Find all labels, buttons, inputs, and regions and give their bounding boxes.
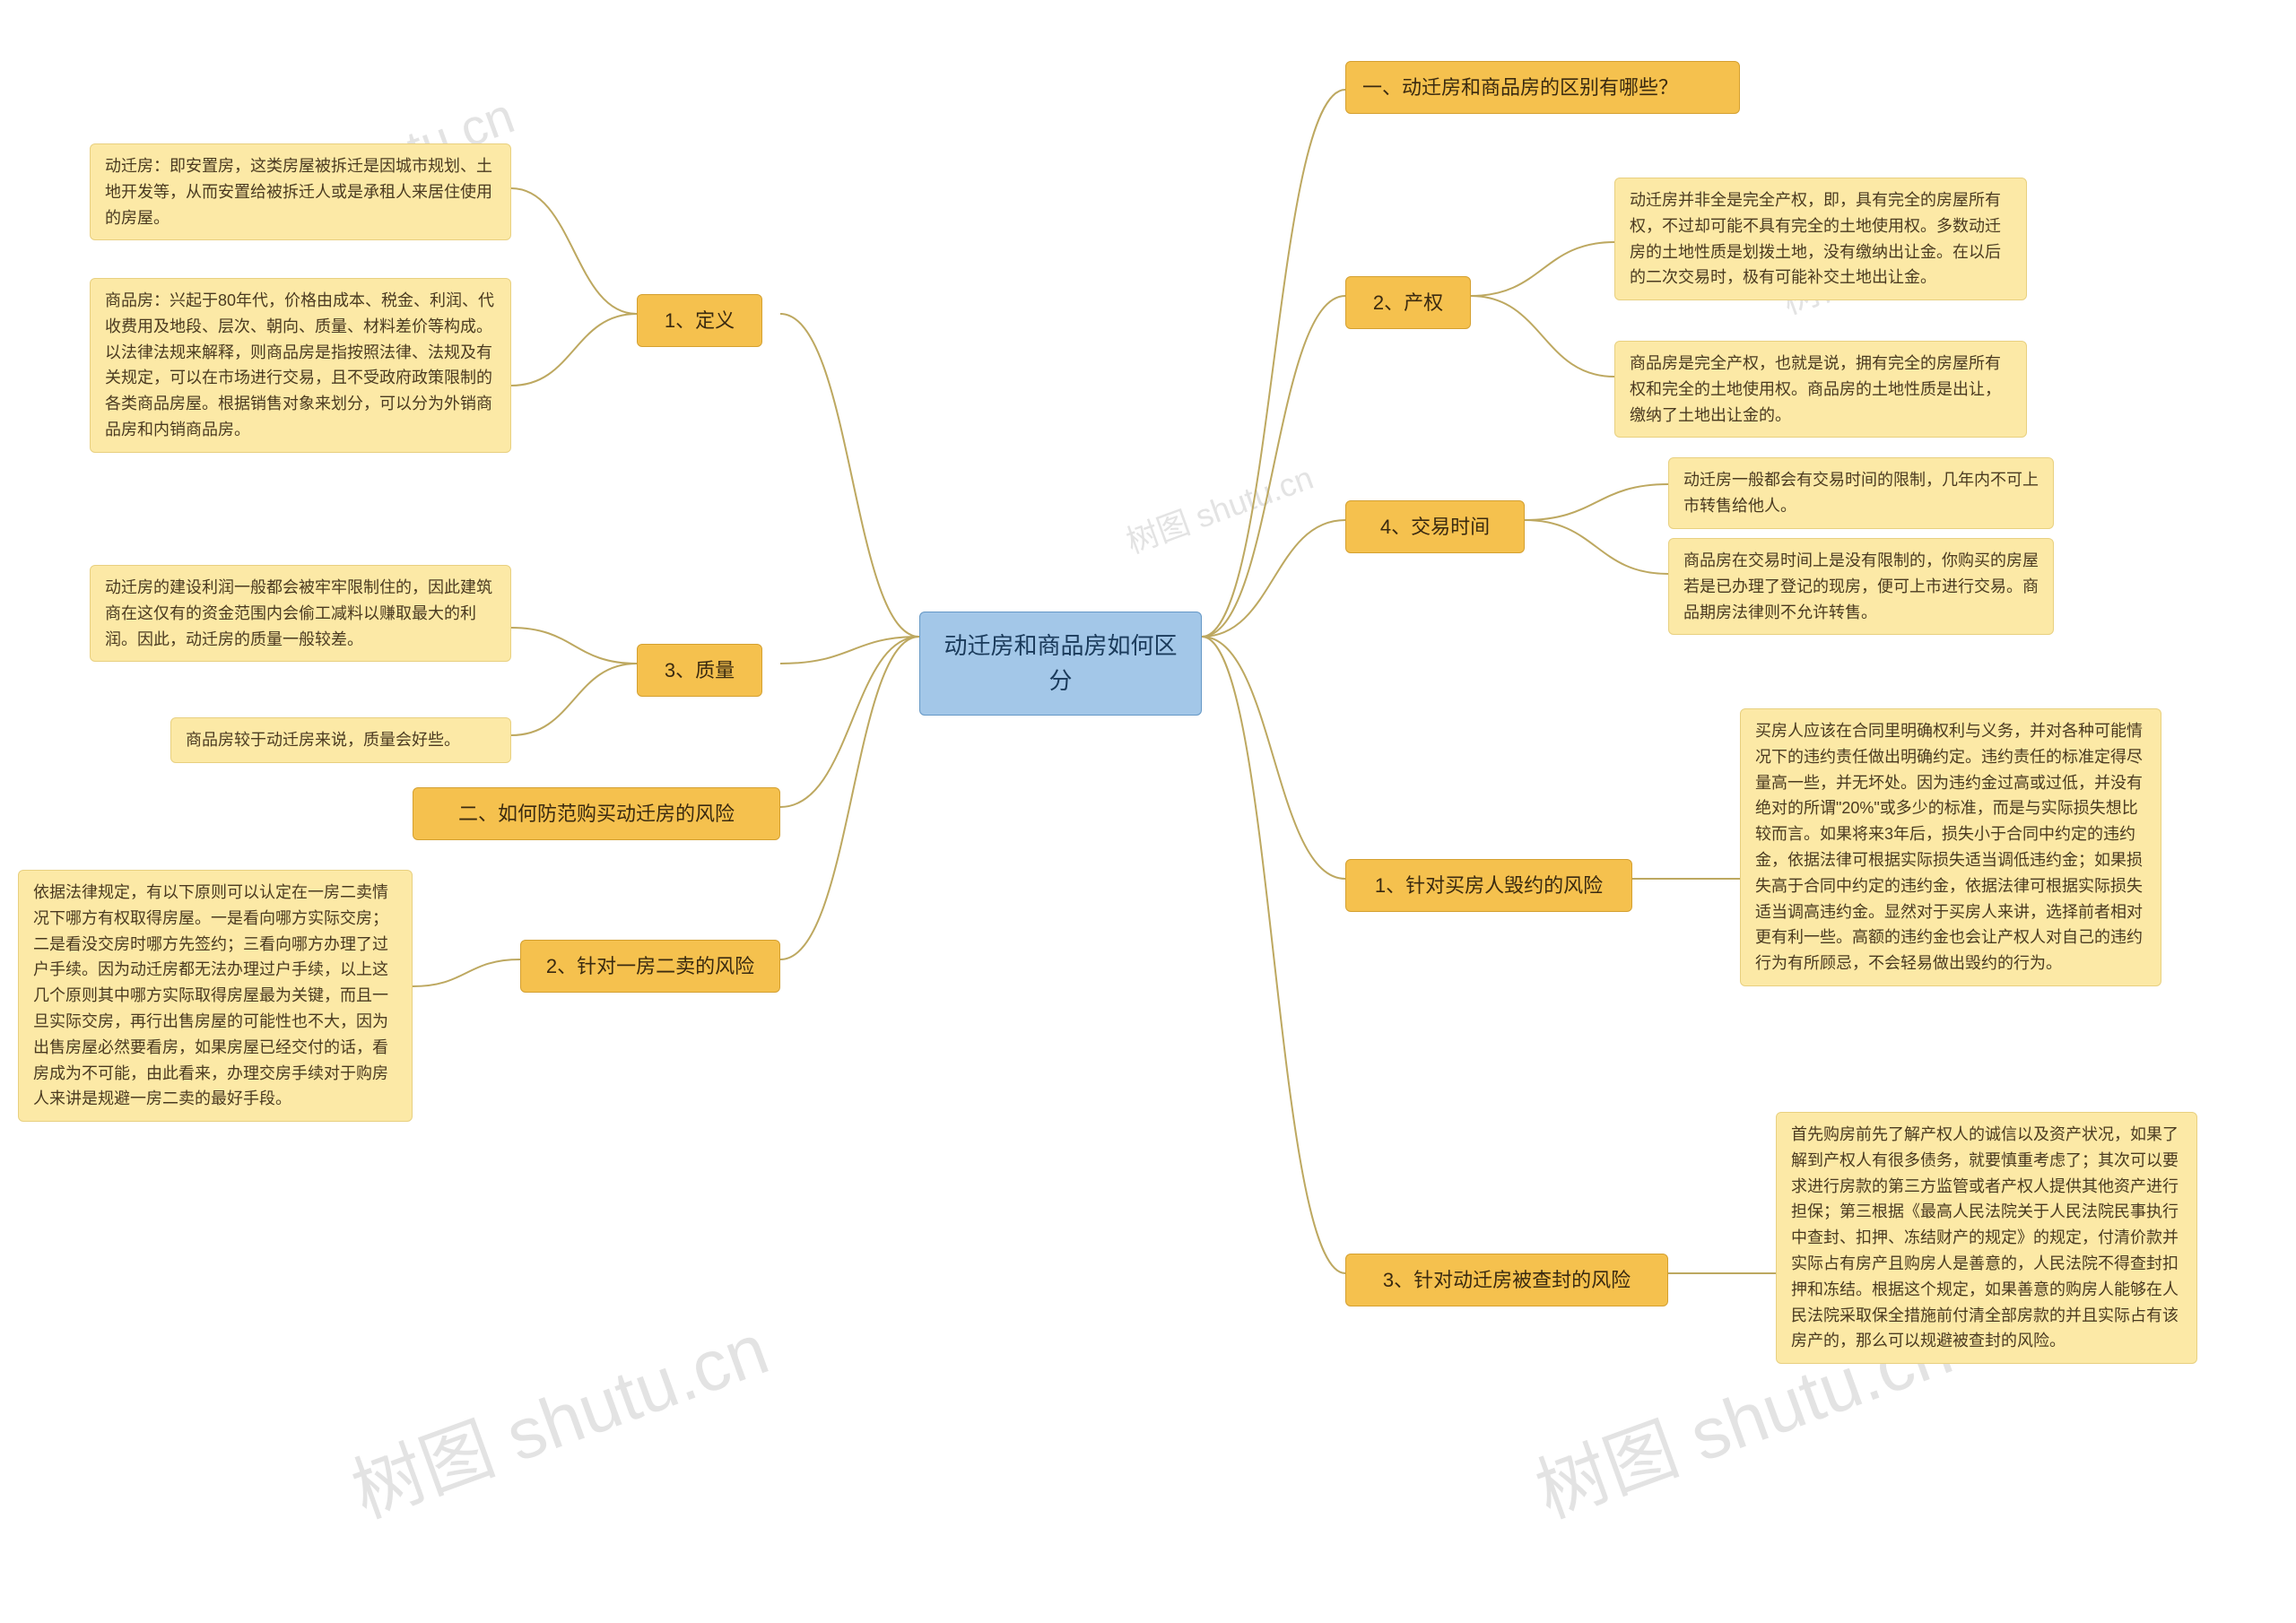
leaf-trade-2: 商品房在交易时间上是没有限制的，你购买的房屋若是已办理了登记的现房，便可上市进行…	[1668, 538, 2054, 635]
leaf-double-sale: 依据法律规定，有以下原则可以认定在一房二卖情况下哪方有权取得房屋。一是看向哪方实…	[18, 870, 413, 1122]
watermark: 树图 shutu.cn	[1119, 452, 1319, 562]
leaf-property-1: 动迁房并非全是完全产权，即，具有完全的房屋所有权，不过却可能不具有完全的土地使用…	[1614, 178, 2027, 300]
leaf-property-2: 商品房是完全产权，也就是说，拥有完全的房屋所有权和完全的土地使用权。商品房的土地…	[1614, 341, 2027, 438]
branch-trade-time[interactable]: 4、交易时间	[1345, 500, 1525, 553]
branch-differences[interactable]: 一、动迁房和商品房的区别有哪些？	[1345, 61, 1740, 114]
leaf-seizure: 首先购房前先了解产权人的诚信以及资产状况，如果了解到产权人有很多债务，就要慎重考…	[1776, 1112, 2197, 1364]
branch-property[interactable]: 2、产权	[1345, 276, 1471, 329]
branch-quality[interactable]: 3、质量	[637, 644, 762, 697]
branch-double-sale-risk[interactable]: 2、针对一房二卖的风险	[520, 940, 780, 993]
branch-buyer-default-risk[interactable]: 1、针对买房人毁约的风险	[1345, 859, 1632, 912]
branch-definition[interactable]: 1、定义	[637, 294, 762, 347]
root-node[interactable]: 动迁房和商品房如何区分	[919, 612, 1202, 716]
leaf-definition-1: 动迁房：即安置房，这类房屋被拆迁是因城市规划、土地开发等，从而安置给被拆迁人或是…	[90, 143, 511, 240]
branch-risk-prevention[interactable]: 二、如何防范购买动迁房的风险	[413, 787, 780, 840]
leaf-buyer-default: 买房人应该在合同里明确权利与义务，并对各种可能情况下的违约责任做出明确约定。违约…	[1740, 708, 2161, 986]
leaf-quality-1: 动迁房的建设利润一般都会被牢牢限制住的，因此建筑商在这仅有的资金范围内会偷工减料…	[90, 565, 511, 662]
branch-seizure-risk[interactable]: 3、针对动迁房被查封的风险	[1345, 1254, 1668, 1306]
leaf-quality-2: 商品房较于动迁房来说，质量会好些。	[170, 717, 511, 763]
leaf-definition-2: 商品房：兴起于80年代，价格由成本、税金、利润、代收费用及地段、层次、朝向、质量…	[90, 278, 511, 453]
leaf-trade-1: 动迁房一般都会有交易时间的限制，几年内不可上市转售给他人。	[1668, 457, 2054, 529]
watermark: 树图 shutu.cn	[336, 1292, 780, 1539]
